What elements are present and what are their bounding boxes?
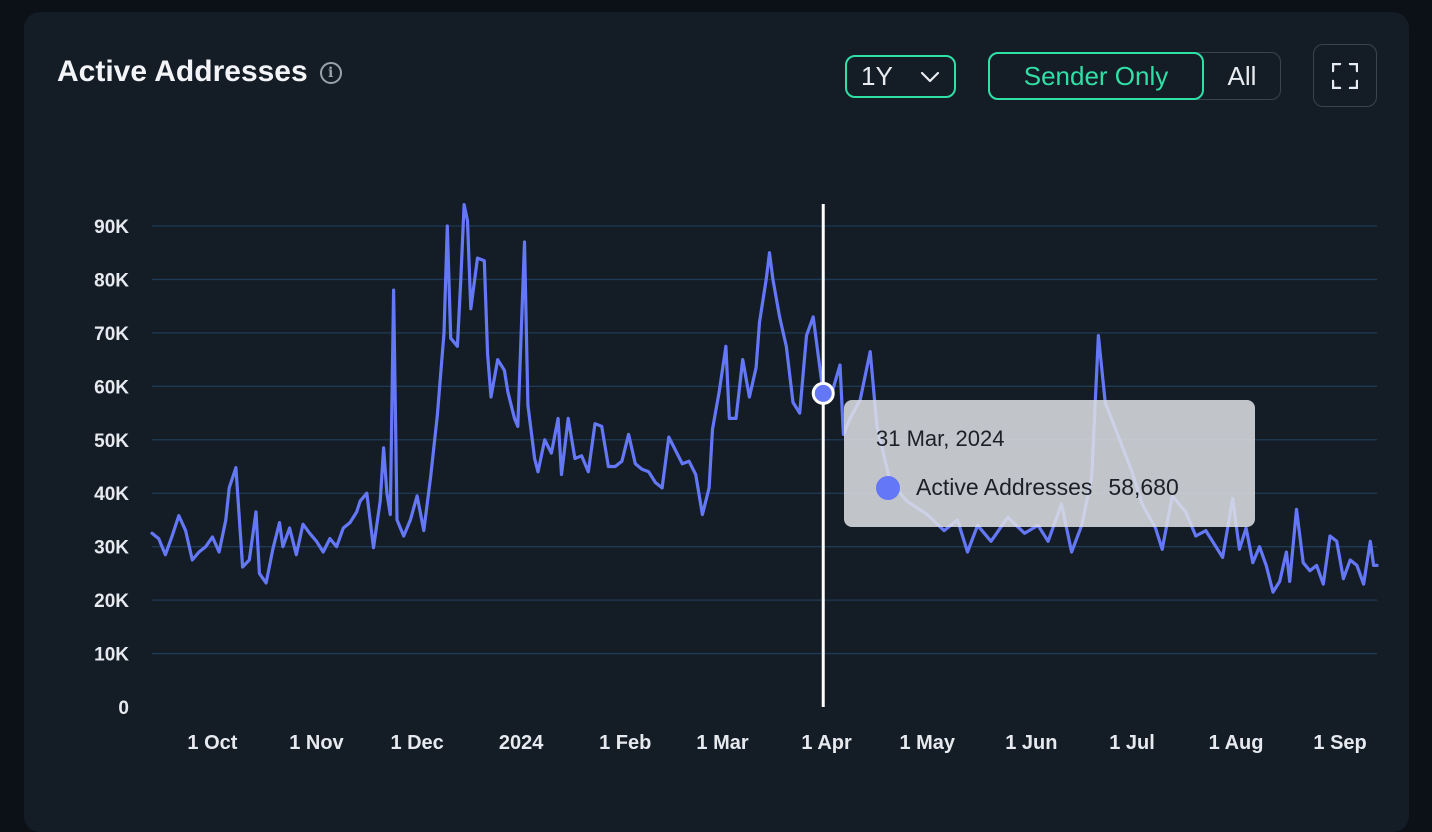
x-tick-label: 1 Sep (1313, 732, 1366, 754)
all-button[interactable]: All (1227, 60, 1257, 91)
tooltip-value: 58,680 (1108, 474, 1179, 500)
y-tick-label: 50K (94, 431, 129, 452)
x-tick-label: 1 Mar (696, 732, 748, 754)
x-tick-label: 1 Aug (1209, 732, 1264, 754)
time-range-value: 1Y (861, 61, 893, 91)
y-tick-label: 10K (94, 645, 129, 666)
y-tick-label: 0 (118, 698, 129, 719)
chart-tooltip: 31 Mar, 2024 Active Addresses 58,680 (844, 400, 1255, 527)
y-tick-label: 90K (94, 217, 129, 238)
x-tick-label: 1 Dec (390, 732, 443, 754)
series-color-dot (876, 475, 900, 500)
series-line-active-addresses (150, 203, 1379, 594)
y-tick-label: 40K (94, 484, 129, 505)
x-tick-label: 1 Apr (801, 732, 852, 754)
sender-only-button[interactable]: Sender Only (988, 52, 1204, 100)
x-tick-label: 1 May (899, 732, 955, 754)
chevron-down-icon (920, 71, 940, 82)
crosshair-point (811, 381, 835, 405)
y-tick-label: 80K (94, 270, 129, 291)
fullscreen-button[interactable] (1313, 44, 1377, 107)
x-tick-label: 1 Nov (289, 732, 344, 754)
x-tick-label: 1 Jun (1005, 732, 1057, 754)
y-tick-label: 20K (94, 591, 129, 612)
active-addresses-chart: 0 10K 20K 30K 40K 50K 60K 70K 80K 90K 1 Oct 1 Nov 1 … (94, 203, 1379, 754)
y-tick-label: 70K (94, 324, 129, 345)
tooltip-series-name: Active Addresses (916, 474, 1093, 500)
tooltip-date: 31 Mar, 2024 (876, 426, 1005, 451)
y-tick-label: 60K (94, 377, 129, 398)
info-icon[interactable]: i (319, 62, 342, 84)
x-tick-label: 2024 (499, 732, 544, 754)
tooltip-row: Active Addresses 58,680 (876, 474, 1223, 501)
address-filter-toggle: Sender Only All (988, 52, 1281, 100)
time-range-select[interactable]: 1Y (845, 55, 956, 98)
fullscreen-icon (1332, 62, 1358, 89)
x-tick-label: 1 Feb (599, 732, 651, 754)
x-tick-label: 1 Jul (1109, 732, 1155, 754)
y-tick-label: 30K (94, 538, 129, 559)
chart-header: Active Addresses i (57, 55, 342, 89)
x-tick-label: 1 Oct (187, 732, 237, 754)
page-title: Active Addresses (57, 55, 308, 88)
